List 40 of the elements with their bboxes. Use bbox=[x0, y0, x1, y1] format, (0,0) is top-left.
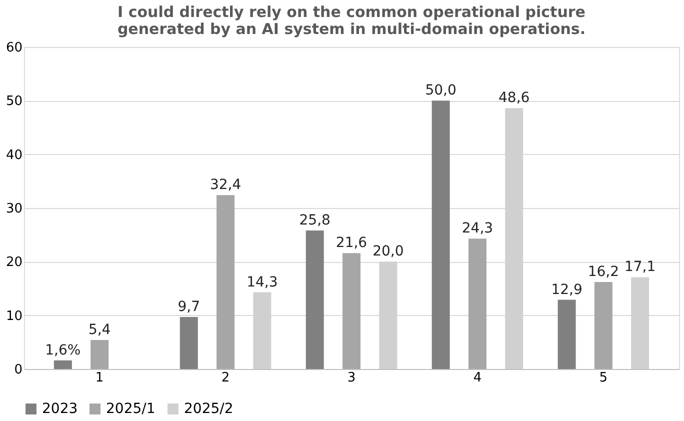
bar bbox=[306, 230, 324, 369]
bar bbox=[468, 238, 486, 369]
x-tick-label: 3 bbox=[347, 370, 356, 386]
bar bbox=[558, 300, 576, 369]
x-tick-label: 1 bbox=[95, 370, 104, 386]
data-label: 50,0 bbox=[425, 82, 456, 99]
data-label: 32,4 bbox=[210, 177, 242, 194]
data-label: 1,6% bbox=[45, 342, 81, 358]
bar bbox=[216, 195, 235, 369]
x-tick-label: 4 bbox=[473, 370, 482, 386]
data-label: 21,6 bbox=[336, 235, 368, 252]
bar bbox=[342, 253, 360, 369]
y-tick-label: 30 bbox=[6, 202, 22, 216]
data-label: 12,9 bbox=[551, 282, 582, 298]
y-tick-label: 50 bbox=[6, 94, 22, 110]
data-label: 24,3 bbox=[462, 220, 494, 237]
legend-label: 2023 bbox=[42, 401, 78, 417]
x-tick-label: 5 bbox=[599, 370, 608, 386]
data-label: 20,0 bbox=[372, 244, 404, 260]
y-tick-label: 40 bbox=[6, 148, 22, 163]
bar bbox=[90, 340, 109, 369]
legend-label: 2025/2 bbox=[184, 401, 234, 417]
x-tick-label: 2 bbox=[221, 370, 230, 386]
bar bbox=[180, 316, 198, 369]
bar bbox=[54, 360, 72, 369]
y-tick-label: 0 bbox=[14, 362, 22, 378]
chart-title: I could directly rely on the common operational picture generated by an AI system in multi-domain operations. bbox=[117, 3, 586, 38]
legend-label: 2025/1 bbox=[106, 401, 156, 417]
bar bbox=[594, 282, 612, 369]
data-label: 17,1 bbox=[624, 259, 656, 276]
data-label: 25,8 bbox=[299, 212, 330, 229]
bar bbox=[432, 100, 450, 369]
y-tick-label: 60 bbox=[6, 40, 22, 56]
data-label: 5,4 bbox=[88, 322, 111, 338]
y-tick-label: 10 bbox=[6, 308, 22, 324]
y-tick-label: 20 bbox=[6, 255, 22, 270]
data-label: 14,3 bbox=[246, 274, 278, 290]
data-label: 48,6 bbox=[498, 90, 530, 106]
data-label: 16,2 bbox=[588, 264, 620, 280]
data-label: 9,7 bbox=[178, 298, 200, 315]
